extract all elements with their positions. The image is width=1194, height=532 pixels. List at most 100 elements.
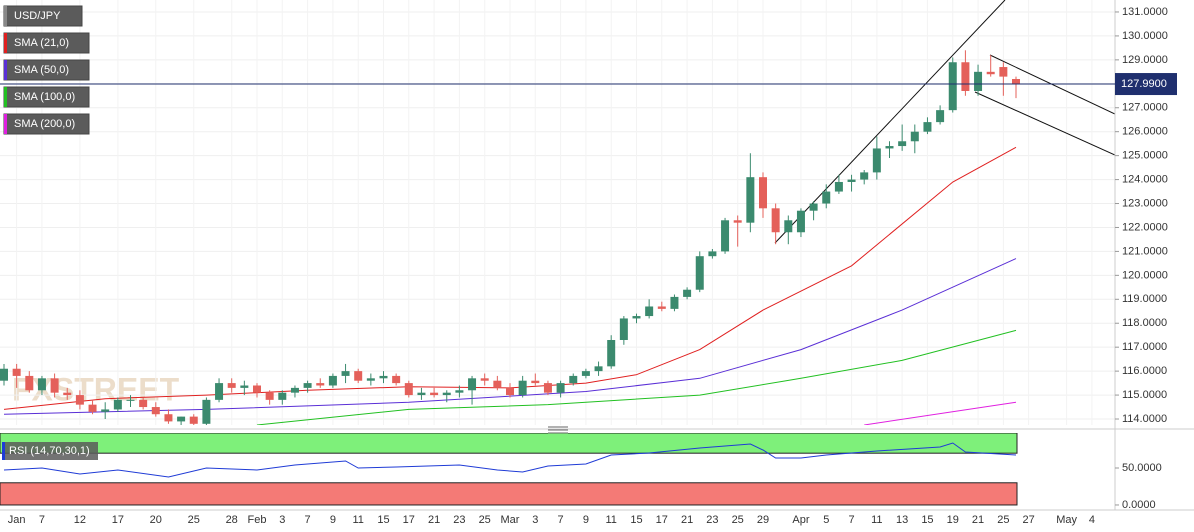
legend-swatch bbox=[4, 60, 7, 80]
x-tick-label: 13 bbox=[896, 514, 908, 526]
candle-body bbox=[683, 289, 692, 297]
y-tick-label: 127.0000 bbox=[1122, 102, 1168, 114]
x-tick-label: 11 bbox=[352, 514, 363, 526]
x-tick-label: 7 bbox=[305, 514, 311, 526]
x-tick-label: 28 bbox=[226, 514, 238, 526]
x-tick-label: 25 bbox=[188, 514, 200, 526]
candle-body bbox=[88, 404, 97, 412]
rsi-label: RSI (14,70,30,1) bbox=[9, 445, 90, 457]
candle-body bbox=[619, 318, 628, 340]
legend-swatch bbox=[4, 114, 7, 134]
candle-body bbox=[531, 380, 540, 384]
x-tick-label: 23 bbox=[706, 514, 718, 526]
legend-label[interactable]: SMA (100,0) bbox=[14, 91, 75, 103]
candle-body bbox=[341, 371, 350, 376]
overbought-band bbox=[0, 433, 1018, 454]
y-tick-label: 124.0000 bbox=[1122, 173, 1168, 185]
y-tick-label: 116.0000 bbox=[1122, 365, 1167, 377]
grid bbox=[0, 0, 1115, 425]
candle-body bbox=[1012, 79, 1020, 84]
x-tick-label: 21 bbox=[681, 514, 693, 526]
x-tick-label: 9 bbox=[583, 514, 589, 526]
y-tick-label: 125.0000 bbox=[1122, 150, 1168, 162]
x-tick-label: 23 bbox=[453, 514, 465, 526]
price-plot bbox=[0, 0, 1115, 425]
candle-body bbox=[253, 385, 261, 393]
y-tick-label: 121.0000 bbox=[1122, 245, 1168, 257]
candle-body bbox=[910, 131, 919, 142]
x-tick-label: 11 bbox=[871, 514, 882, 526]
candle-body bbox=[974, 71, 983, 91]
y-tick-label: 126.0000 bbox=[1122, 126, 1168, 138]
rsi-label-box bbox=[2, 442, 98, 460]
candle-body bbox=[721, 220, 730, 252]
candle-body bbox=[556, 383, 565, 393]
sma-line bbox=[3, 146, 1017, 410]
x-tick-label: 25 bbox=[732, 514, 744, 526]
candle-body bbox=[101, 409, 110, 412]
candle-body bbox=[872, 148, 881, 173]
legend-swatch bbox=[4, 87, 7, 107]
candle-body bbox=[202, 399, 211, 424]
x-tick-label: 27 bbox=[1023, 514, 1035, 526]
candle-body bbox=[784, 220, 793, 233]
candle-body bbox=[468, 378, 477, 391]
sma-line bbox=[864, 401, 1017, 425]
candle-body bbox=[37, 378, 46, 391]
candle-body bbox=[442, 392, 451, 396]
candle-body bbox=[796, 210, 805, 233]
legend-label[interactable]: SMA (21,0) bbox=[14, 37, 69, 49]
legend-swatch bbox=[4, 33, 7, 53]
x-tick-label: 7 bbox=[848, 514, 854, 526]
candle-body bbox=[885, 146, 894, 149]
y-tick-label: 131.0000 bbox=[1122, 6, 1168, 18]
x-tick-label: 25 bbox=[479, 514, 491, 526]
x-tick-label: Mar bbox=[501, 514, 520, 526]
candle-body bbox=[455, 390, 464, 393]
candle-body bbox=[759, 177, 767, 209]
x-tick-label: Jan bbox=[8, 514, 26, 526]
candle-body bbox=[860, 172, 869, 180]
candle-body bbox=[50, 378, 59, 393]
last-price-box bbox=[1115, 73, 1177, 96]
candle-body bbox=[417, 392, 426, 396]
x-tick-label: 17 bbox=[403, 514, 415, 526]
y-tick-label: 129.0000 bbox=[1122, 54, 1168, 66]
candle-body bbox=[898, 141, 907, 147]
candle-body bbox=[645, 306, 654, 317]
rsi-plot bbox=[0, 433, 1018, 506]
y-tick-label: 117.0000 bbox=[1122, 341, 1167, 353]
candle-body bbox=[12, 368, 21, 376]
y-tick-label: 114.0000 bbox=[1122, 413, 1167, 425]
x-tick-label: 20 bbox=[150, 514, 162, 526]
rsi-line bbox=[3, 442, 1017, 478]
legend-label[interactable]: SMA (50,0) bbox=[14, 64, 69, 76]
y-tick-label: 50.0000 bbox=[1122, 462, 1162, 474]
sma-line bbox=[256, 329, 1017, 425]
x-tick-label: 15 bbox=[630, 514, 642, 526]
candle-body bbox=[594, 366, 603, 372]
candle-body bbox=[543, 383, 552, 393]
oversold-band bbox=[0, 482, 1018, 506]
candle-body bbox=[695, 256, 704, 290]
candle-body bbox=[708, 251, 717, 257]
x-tick-label: 29 bbox=[757, 514, 769, 526]
candle-body bbox=[999, 67, 1008, 77]
candle-body bbox=[936, 110, 945, 123]
legend-label[interactable]: SMA (200,0) bbox=[14, 118, 75, 130]
x-tick-label: 12 bbox=[74, 514, 86, 526]
y-tick-label: 122.0000 bbox=[1122, 221, 1168, 233]
watermark: FXSTREET bbox=[12, 371, 180, 407]
candle-body bbox=[746, 177, 755, 223]
legend-label[interactable]: USD/JPY bbox=[14, 10, 61, 22]
x-tick-label: Feb bbox=[248, 514, 267, 526]
candle-body bbox=[506, 387, 514, 396]
candle-body bbox=[215, 383, 224, 400]
candle-body bbox=[25, 375, 34, 391]
candle-body bbox=[303, 383, 312, 388]
x-tick-label: 11 bbox=[605, 514, 616, 526]
candle-body bbox=[733, 220, 742, 223]
candle-body bbox=[278, 392, 287, 400]
candle-body bbox=[771, 208, 780, 233]
candle-body bbox=[379, 375, 388, 379]
